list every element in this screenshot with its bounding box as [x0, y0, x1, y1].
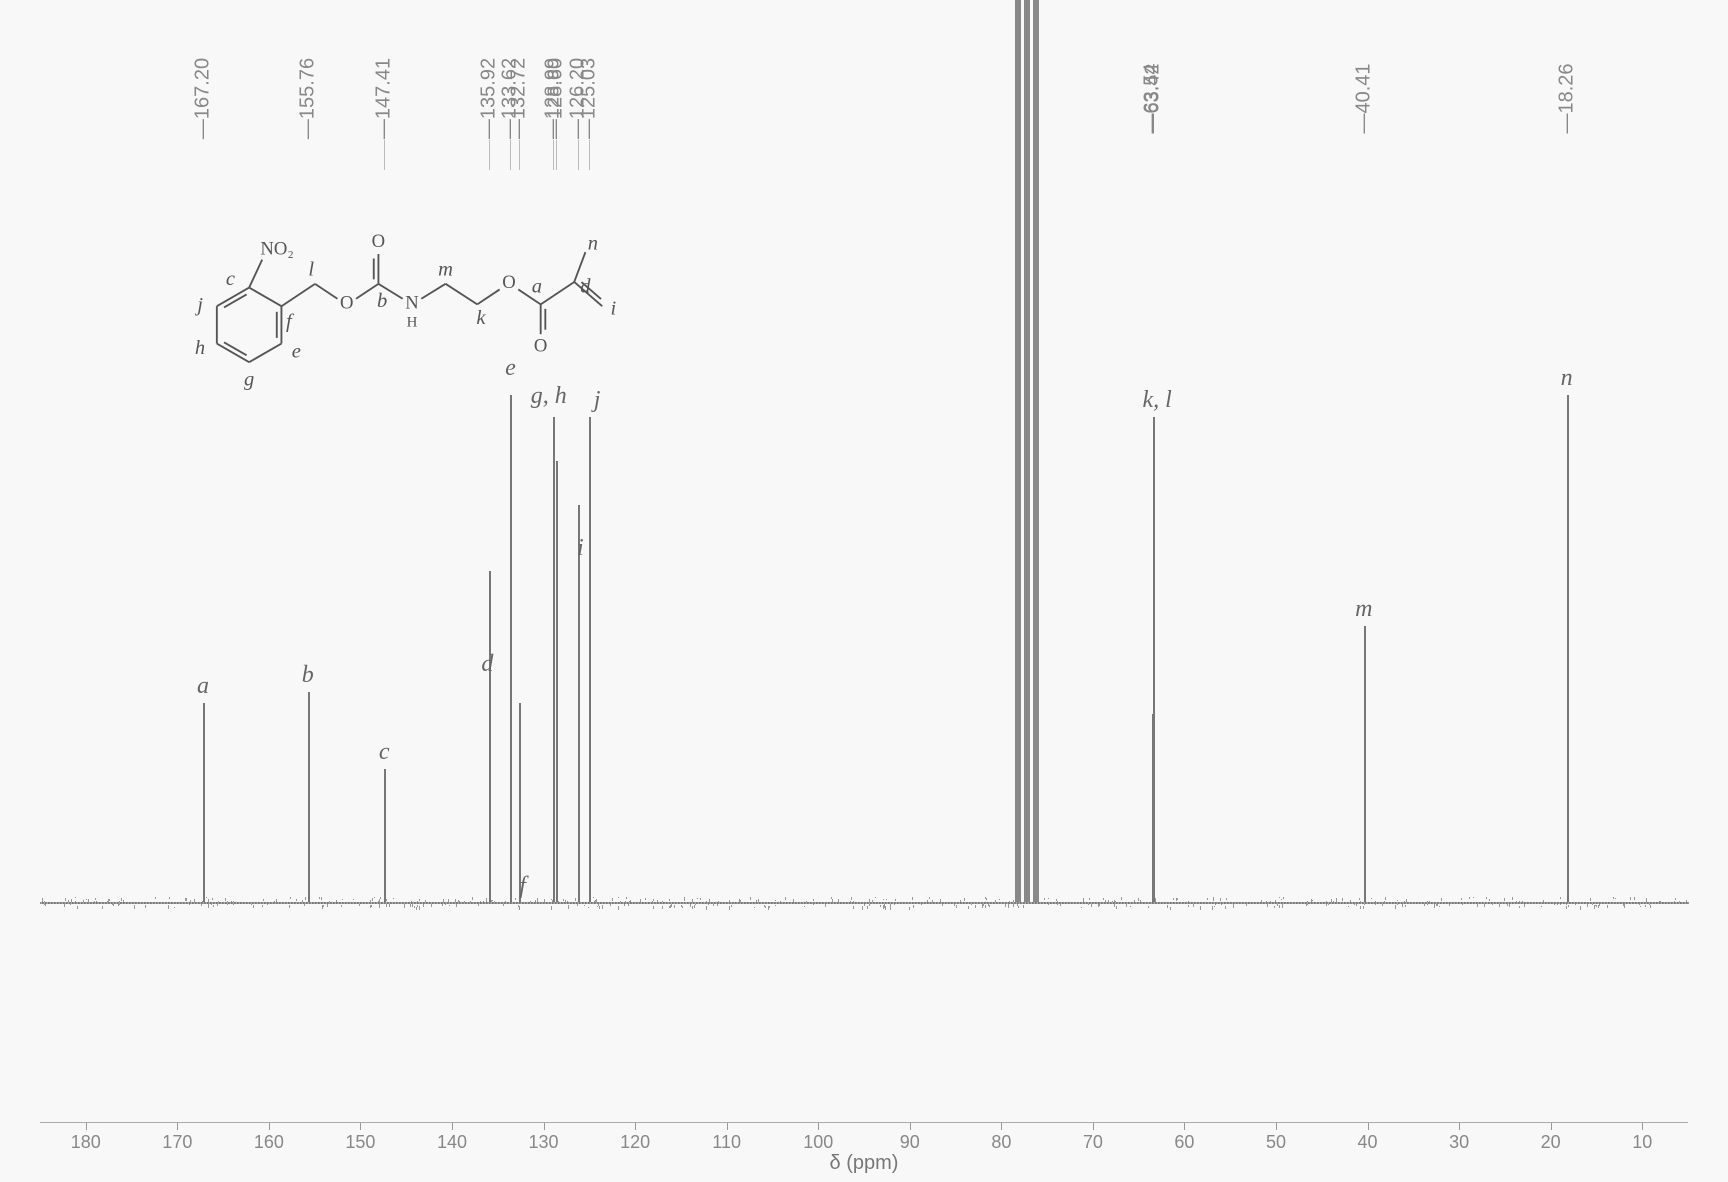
tick-label: 90: [900, 1132, 920, 1153]
tick-label: 20: [1541, 1132, 1561, 1153]
peak: [1567, 395, 1569, 902]
chemical-shift-label: —128.60: [545, 58, 568, 139]
peak-assignment-label: c: [379, 739, 390, 766]
peak: [384, 769, 386, 901]
peak: [308, 692, 310, 901]
tick-label: 70: [1083, 1132, 1103, 1153]
molecule-structure: cjhgefNO₂lObONHmkOaOdni: [139, 185, 732, 427]
peak-assignment-label: d: [481, 651, 493, 678]
peak-assignment-label: i: [577, 535, 584, 562]
tick-label: 50: [1266, 1132, 1286, 1153]
svg-text:b: b: [377, 290, 387, 312]
svg-text:g: g: [244, 369, 254, 391]
chemical-shift-label: —125.03: [578, 58, 601, 139]
nmr-spectrum: 180 170 160 150 140 130 120 110 100 90 80 70 60 50 40 3…: [0, 0, 1728, 1182]
peak-assignment-label: m: [1355, 596, 1372, 623]
tick-label: 100: [803, 1132, 833, 1153]
x-axis-label: δ (ppm): [830, 1152, 899, 1175]
peak: [519, 703, 521, 901]
svg-text:H: H: [406, 315, 417, 331]
baseline: [40, 902, 1688, 904]
chemical-shift-label: —155.76: [296, 58, 319, 139]
peak-assignment-label: b: [302, 662, 314, 689]
tick-label: 120: [620, 1132, 650, 1153]
peak: [589, 417, 591, 902]
peak-assignment-label: k, l: [1142, 387, 1171, 414]
peak: [203, 703, 205, 901]
svg-text:O: O: [502, 272, 515, 293]
peak: [510, 395, 512, 902]
tick-label: 30: [1449, 1132, 1469, 1153]
chemical-shift-label: —63.42: [1142, 63, 1165, 133]
chemical-shift-label: —18.26: [1555, 63, 1578, 133]
tick-label: 180: [71, 1132, 101, 1153]
tick-label: 130: [529, 1132, 559, 1153]
svg-text:m: m: [438, 259, 453, 281]
peak: [489, 571, 491, 902]
svg-text:c: c: [226, 268, 235, 290]
tick-label: 160: [254, 1132, 284, 1153]
peak: [556, 461, 558, 902]
svg-text:O: O: [534, 336, 547, 357]
peak: [1364, 626, 1366, 902]
svg-text:e: e: [292, 341, 301, 363]
solvent-peak-line: [1033, 0, 1039, 902]
tick-label: 170: [162, 1132, 192, 1153]
svg-text:l: l: [308, 259, 314, 281]
plot-area: 1801701601501401301201101009080706050403…: [40, 20, 1688, 1122]
svg-text:n: n: [588, 233, 598, 255]
tick-label: 150: [345, 1132, 375, 1153]
tick-label: 140: [437, 1132, 467, 1153]
chemical-shift-label: —40.41: [1352, 63, 1375, 133]
svg-text:N: N: [405, 293, 419, 314]
svg-text:O: O: [340, 293, 353, 314]
tick-label: 10: [1632, 1132, 1652, 1153]
svg-text:j: j: [194, 294, 203, 316]
svg-text:NO₂: NO₂: [260, 239, 293, 260]
peak: [1153, 417, 1155, 902]
peak-assignment-label: a: [197, 673, 209, 700]
solvent-peak-line: [1024, 0, 1030, 902]
solvent-peak-line: [1015, 0, 1021, 902]
tick-label: 40: [1358, 1132, 1378, 1153]
svg-text:k: k: [476, 307, 486, 329]
tick-label: 60: [1174, 1132, 1194, 1153]
peak: [553, 417, 555, 902]
svg-text:O: O: [372, 231, 385, 252]
chemical-shift-label: —135.92: [478, 58, 501, 139]
tick-label: 110: [712, 1132, 741, 1153]
chemical-shift-label: —167.20: [191, 58, 214, 139]
svg-text:a: a: [532, 276, 542, 298]
peak-assignment-label: n: [1561, 365, 1573, 392]
svg-text:i: i: [610, 298, 616, 320]
peak: [578, 505, 580, 902]
tick-label: 80: [991, 1132, 1011, 1153]
svg-text:h: h: [195, 337, 205, 359]
svg-text:f: f: [286, 311, 295, 333]
chemical-shift-label: —132.72: [507, 58, 530, 139]
peak-assignment-label: f: [519, 873, 526, 900]
chemical-shift-label: —147.41: [373, 58, 396, 139]
